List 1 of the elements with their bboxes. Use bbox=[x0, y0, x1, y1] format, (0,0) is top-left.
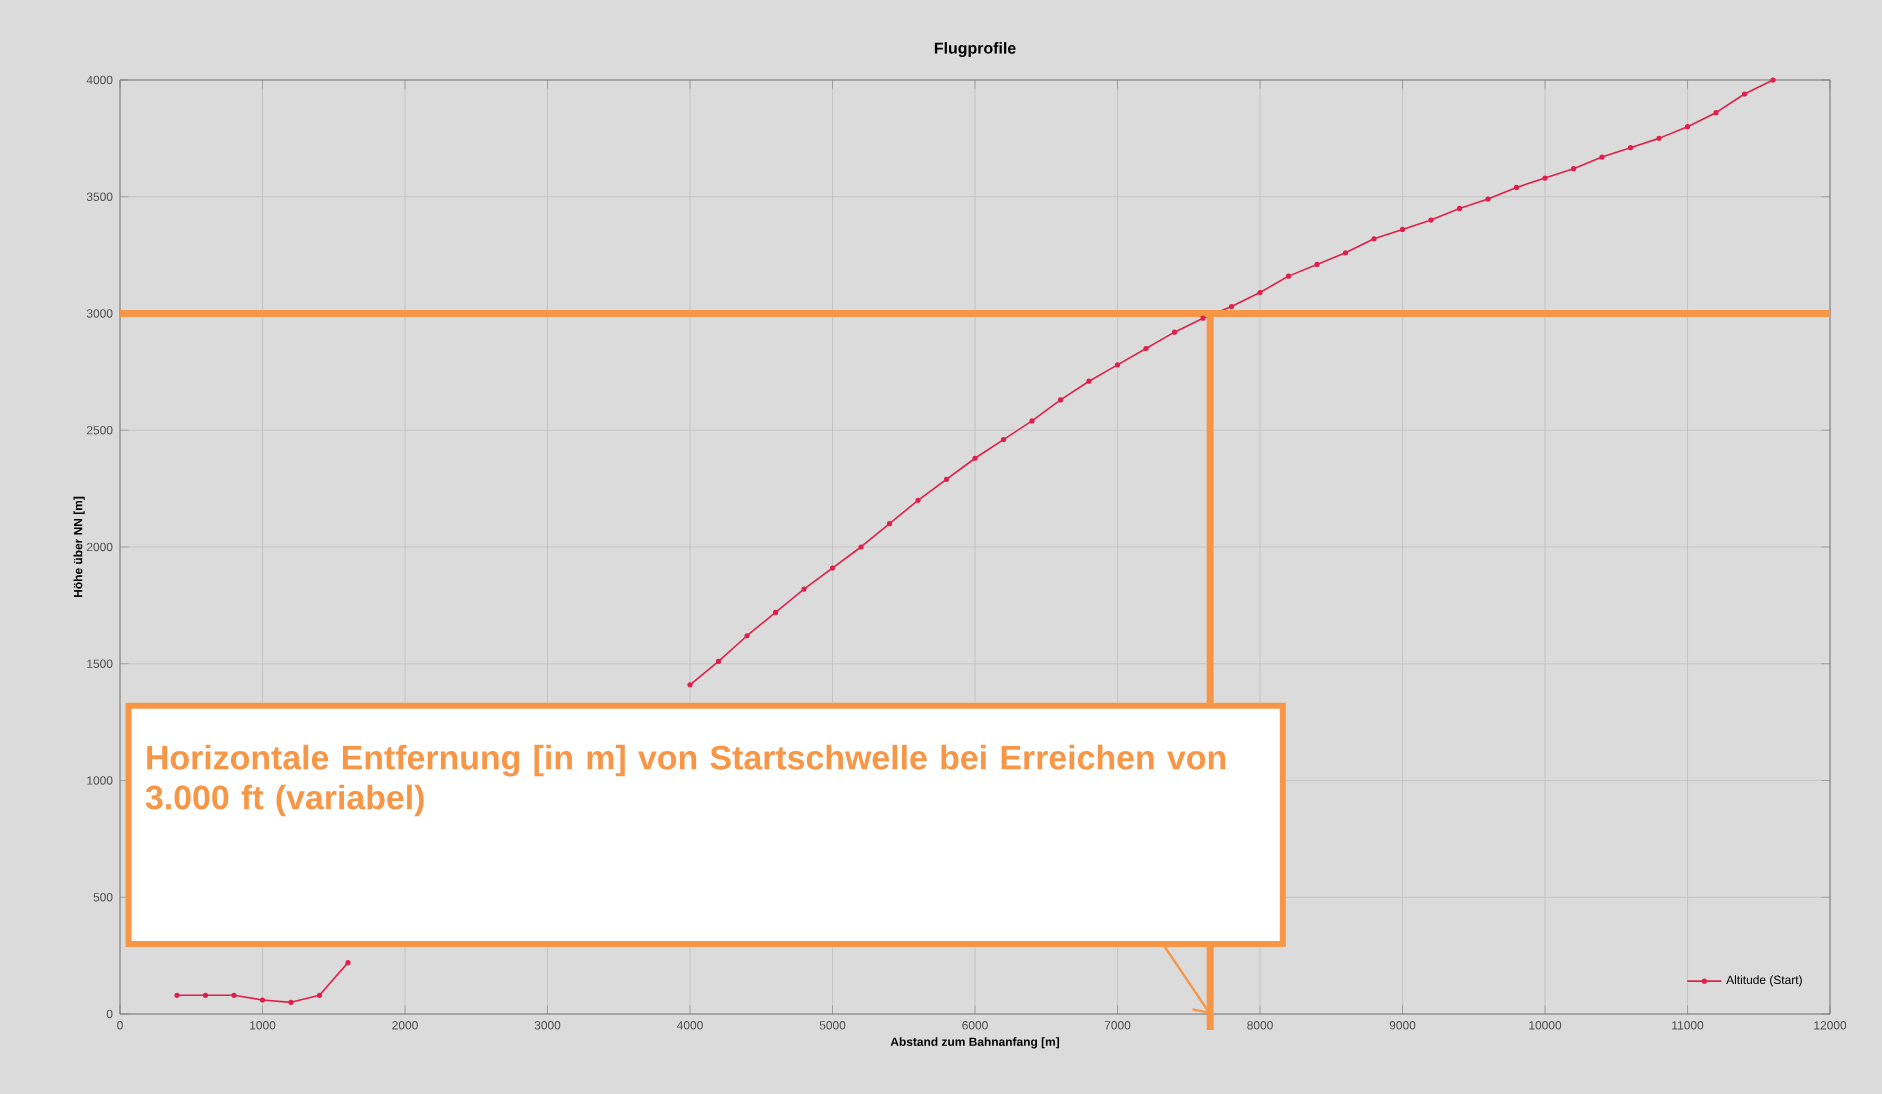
annotation: Horizontale Entfernung [in m] von Startschwelle bei Erreichen von 3.000 ft (variabel) bbox=[145, 744, 1226, 817]
